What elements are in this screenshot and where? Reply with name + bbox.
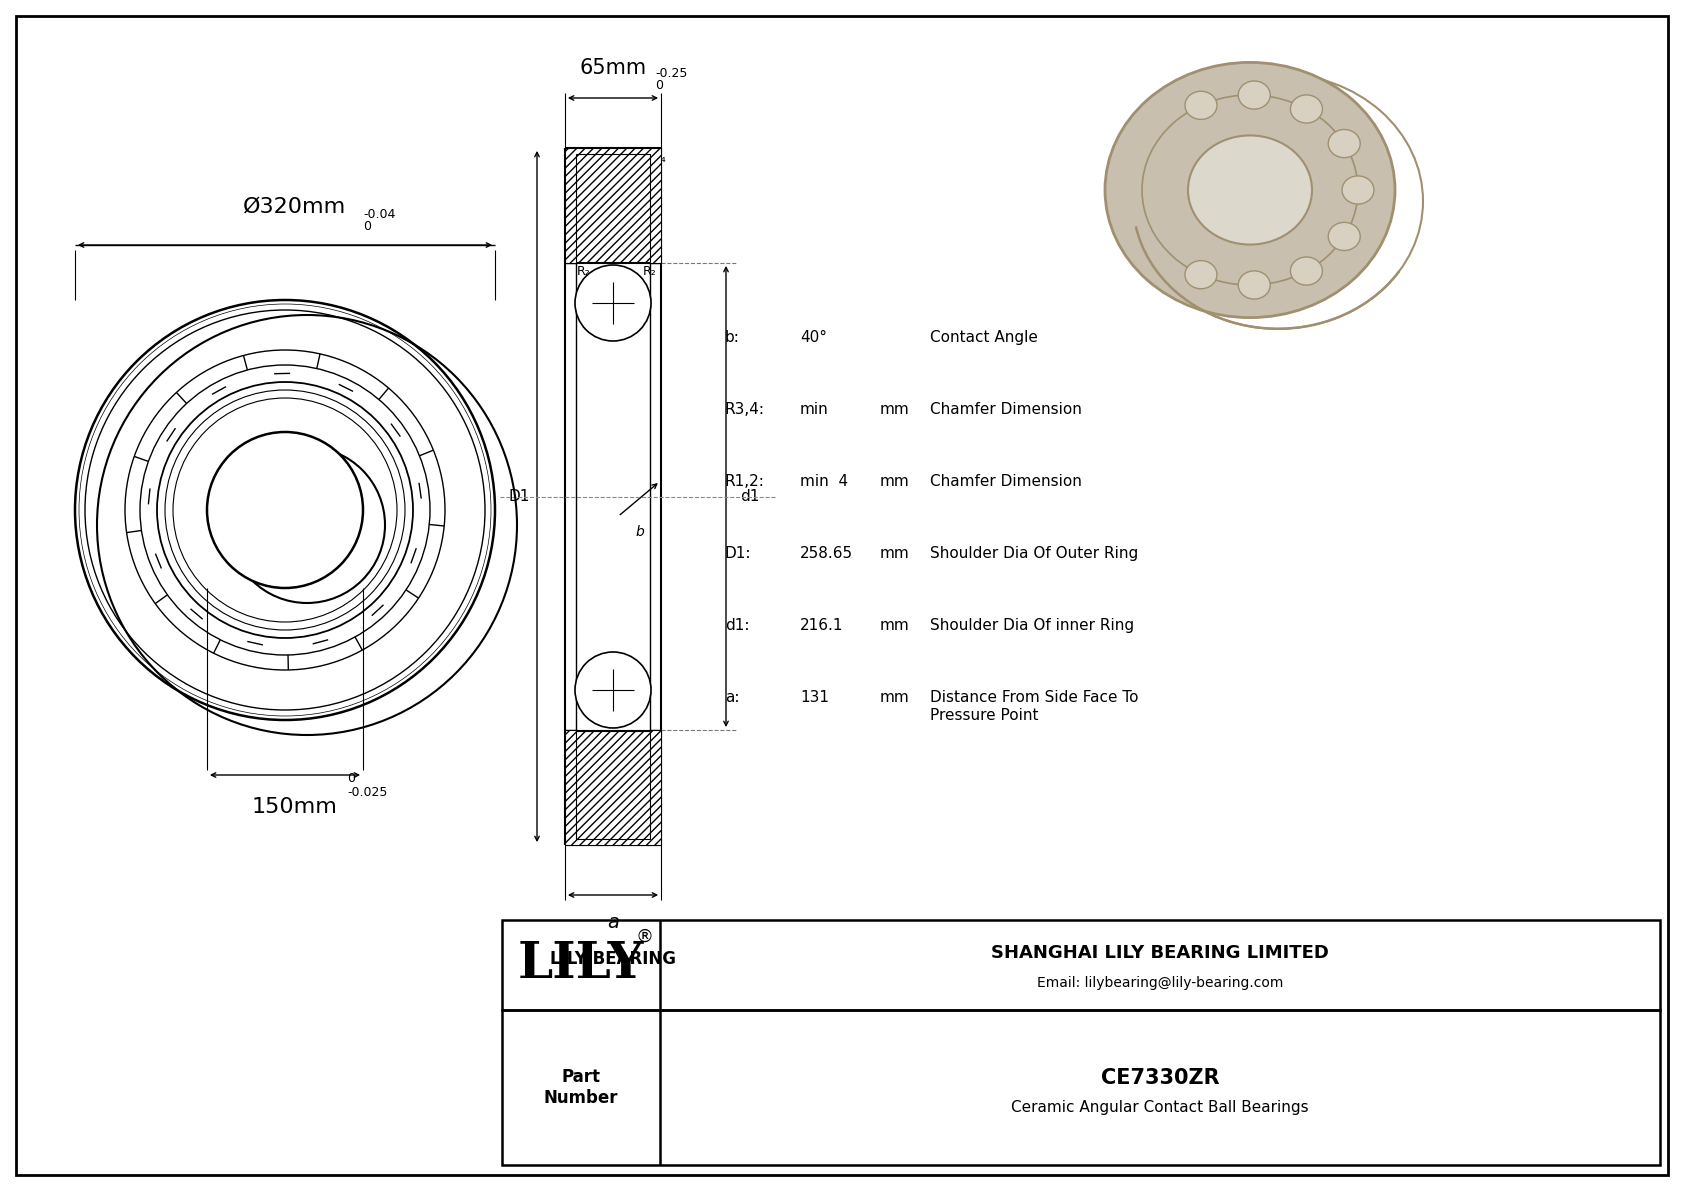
Text: R₂: R₂ xyxy=(643,266,657,278)
Text: Part
Number: Part Number xyxy=(544,1068,618,1106)
Text: 258.65: 258.65 xyxy=(800,545,854,561)
Text: LILY: LILY xyxy=(517,941,645,990)
Text: mm: mm xyxy=(881,690,909,705)
Text: b:: b: xyxy=(726,330,739,345)
Bar xyxy=(502,1010,1660,1165)
Text: d1: d1 xyxy=(739,490,759,504)
Text: 150mm: 150mm xyxy=(253,797,338,817)
Text: Email: lilybearing@lily-bearing.com: Email: lilybearing@lily-bearing.com xyxy=(1037,975,1283,990)
Text: LILY BEARING: LILY BEARING xyxy=(551,950,675,968)
Ellipse shape xyxy=(1186,92,1218,119)
Text: mm: mm xyxy=(881,403,909,417)
Ellipse shape xyxy=(1187,136,1312,244)
Text: ®: ® xyxy=(637,928,653,946)
Ellipse shape xyxy=(1238,81,1270,110)
Ellipse shape xyxy=(1105,62,1394,318)
Text: 0: 0 xyxy=(655,79,663,92)
Text: 0: 0 xyxy=(347,772,355,785)
Text: R₁: R₁ xyxy=(568,248,581,261)
Text: Shoulder Dia Of Outer Ring: Shoulder Dia Of Outer Ring xyxy=(930,545,1138,561)
Ellipse shape xyxy=(207,432,364,588)
Text: d1:: d1: xyxy=(726,618,749,632)
Bar xyxy=(566,730,662,844)
Ellipse shape xyxy=(1342,176,1374,204)
Ellipse shape xyxy=(1329,223,1361,250)
Text: Shoulder Dia Of inner Ring: Shoulder Dia Of inner Ring xyxy=(930,618,1133,632)
Text: 40°: 40° xyxy=(800,330,827,345)
Text: min  4: min 4 xyxy=(800,474,849,490)
Text: -0.04: -0.04 xyxy=(364,208,396,222)
Text: 65mm: 65mm xyxy=(579,58,647,77)
Text: mm: mm xyxy=(881,618,909,632)
Ellipse shape xyxy=(574,651,652,728)
Text: Contact Angle: Contact Angle xyxy=(930,330,1037,345)
Text: a: a xyxy=(606,913,620,933)
Text: Chamfer Dimension: Chamfer Dimension xyxy=(930,403,1081,417)
Text: Ceramic Angular Contact Ball Bearings: Ceramic Angular Contact Ball Bearings xyxy=(1010,1100,1308,1115)
Ellipse shape xyxy=(574,266,652,341)
Text: Pressure Point: Pressure Point xyxy=(930,707,1039,723)
Text: R3,4:: R3,4: xyxy=(726,403,765,417)
Ellipse shape xyxy=(229,447,386,603)
Text: R₄: R₄ xyxy=(653,152,667,166)
Text: min: min xyxy=(800,403,829,417)
Text: 131: 131 xyxy=(800,690,829,705)
Ellipse shape xyxy=(1238,270,1270,299)
Bar xyxy=(576,731,650,838)
Text: R₁: R₁ xyxy=(626,248,642,261)
Text: R₃: R₃ xyxy=(642,150,655,163)
Text: mm: mm xyxy=(881,474,909,490)
Bar xyxy=(576,154,650,262)
Text: Chamfer Dimension: Chamfer Dimension xyxy=(930,474,1081,490)
Text: CE7330ZR: CE7330ZR xyxy=(1101,1067,1219,1087)
Text: 216.1: 216.1 xyxy=(800,618,844,632)
Text: Distance From Side Face To: Distance From Side Face To xyxy=(930,690,1138,705)
Ellipse shape xyxy=(1290,95,1322,123)
Text: b: b xyxy=(637,524,645,538)
Text: -0.25: -0.25 xyxy=(655,67,687,80)
Text: mm: mm xyxy=(881,545,909,561)
Text: R₁: R₁ xyxy=(569,152,583,166)
Text: R₂: R₂ xyxy=(578,266,591,278)
Text: SHANGHAI LILY BEARING LIMITED: SHANGHAI LILY BEARING LIMITED xyxy=(992,944,1329,962)
Text: 0: 0 xyxy=(364,220,370,233)
Ellipse shape xyxy=(1290,257,1322,285)
Bar xyxy=(502,919,1660,1010)
Text: -0.025: -0.025 xyxy=(347,786,387,799)
Text: Ø320mm: Ø320mm xyxy=(244,197,347,217)
Text: D1:: D1: xyxy=(726,545,751,561)
Ellipse shape xyxy=(76,300,495,721)
Ellipse shape xyxy=(1329,130,1361,157)
Text: R₂: R₂ xyxy=(578,150,591,163)
Text: R1,2:: R1,2: xyxy=(726,474,765,490)
Ellipse shape xyxy=(1186,261,1218,288)
Bar xyxy=(566,148,662,263)
Text: a:: a: xyxy=(726,690,739,705)
Text: D1: D1 xyxy=(509,490,530,504)
